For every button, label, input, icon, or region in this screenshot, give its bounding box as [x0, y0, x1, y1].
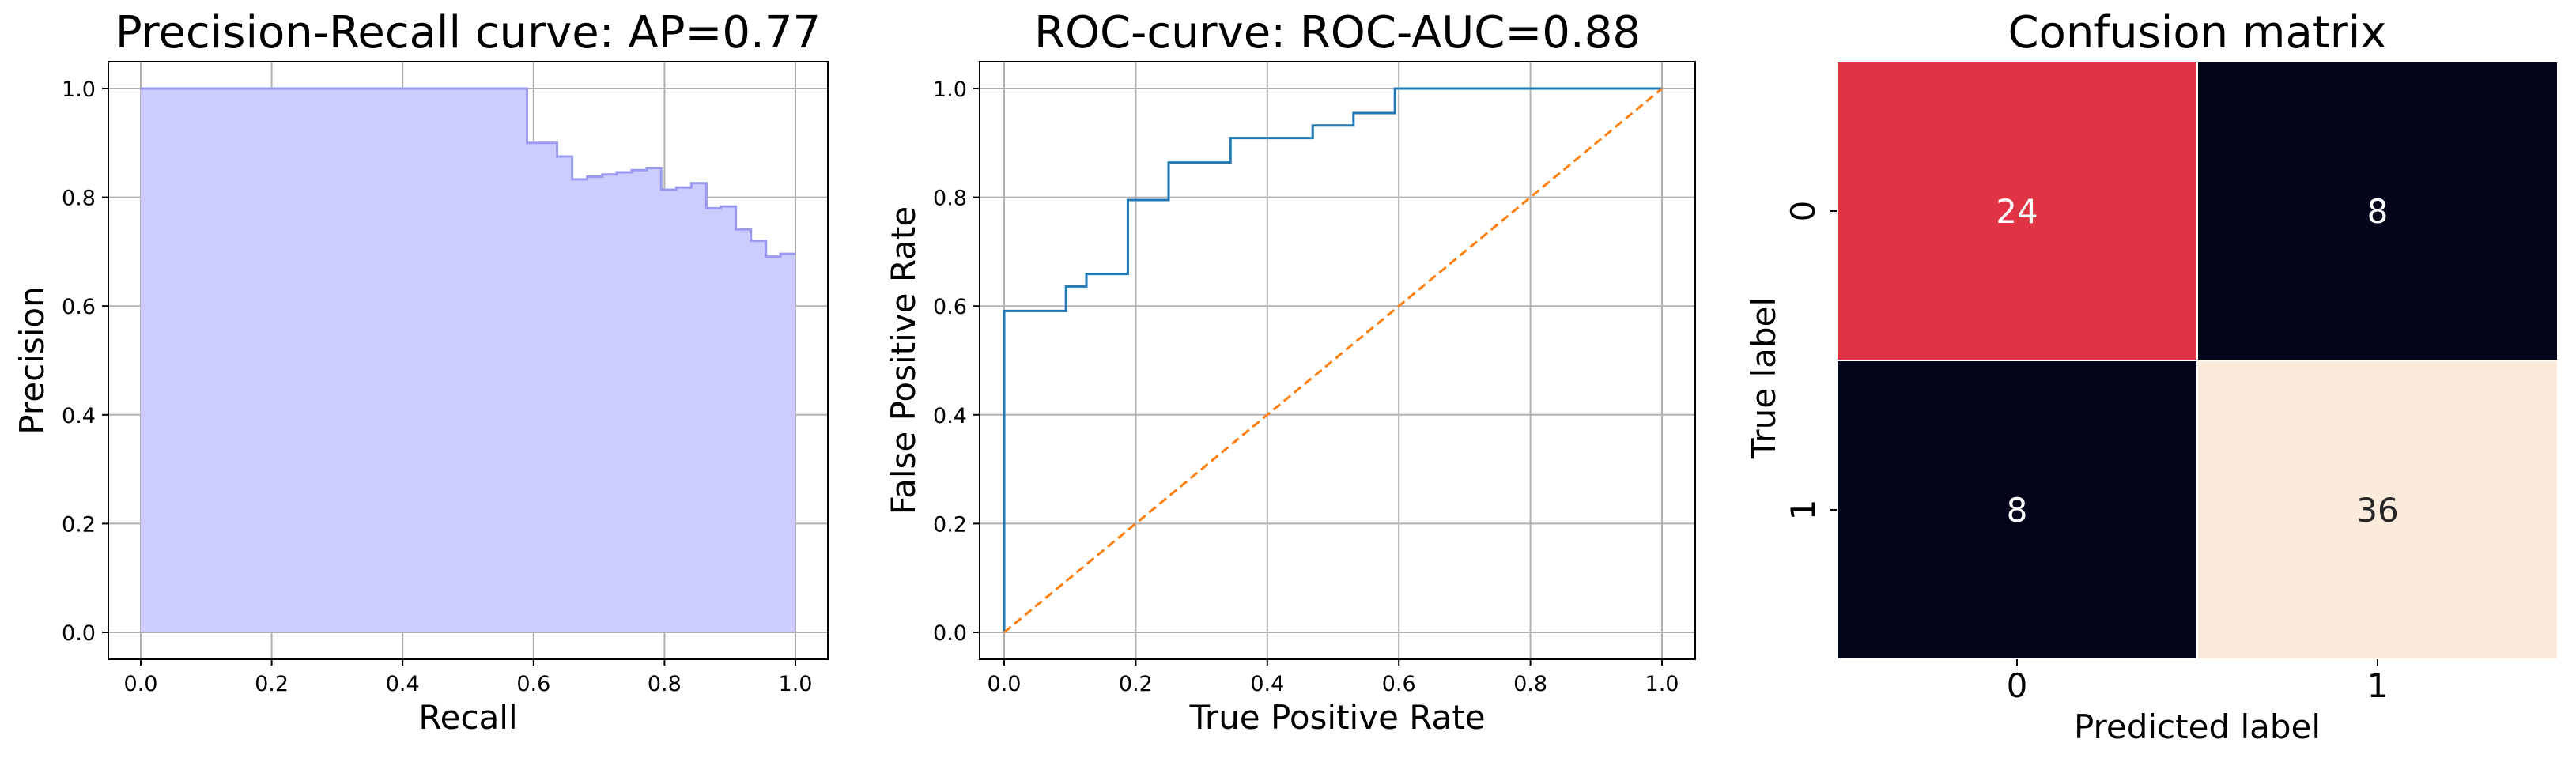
cm-cell-value: 36 [2356, 491, 2398, 530]
precision-recall-panel: 0.0 0.2 0.4 0.6 0.8 1.0 0.0 0.2 0.4 0.6 0.8 1.0 Pr… [13, 7, 829, 737]
pr-x-ticks: 0.0 0.2 0.4 0.6 0.8 1.0 [124, 659, 813, 696]
cm-x-tick-label: 0 [2007, 666, 2028, 705]
roc-x-tick-label: 0.0 [988, 672, 1022, 696]
roc-y-tick-label: 0.2 [933, 512, 967, 537]
cm-y-axis-label: True label [1744, 297, 1783, 459]
pr-y-tick-label: 1.0 [62, 77, 96, 102]
pr-y-ticks: 0.0 0.2 0.4 0.6 0.8 1.0 [62, 77, 108, 646]
roc-y-tick-label: 0.6 [933, 295, 967, 319]
cm-cell-value: 24 [1996, 192, 2038, 231]
pr-y-axis-label: Precision [13, 286, 51, 434]
cm-x-axis-label: Predicted label [2074, 707, 2321, 746]
roc-x-tick-label: 1.0 [1645, 672, 1679, 696]
roc-gridlines [980, 62, 1695, 659]
roc-curve-line [1003, 87, 1662, 632]
roc-y-ticks: 0.0 0.2 0.4 0.6 0.8 1.0 [933, 77, 980, 646]
pr-y-tick-label: 0.4 [62, 404, 96, 428]
pr-y-tick-label: 0.0 [62, 621, 96, 646]
cm-y-tick-label: 0 [1784, 201, 1822, 222]
roc-x-tick-label: 0.6 [1382, 672, 1416, 696]
roc-x-tick-label: 0.2 [1119, 672, 1153, 696]
cm-cell-value: 8 [2367, 192, 2389, 231]
roc-x-tick-label: 0.4 [1250, 672, 1284, 696]
cm-cell-value: 8 [2007, 491, 2028, 530]
pr-title: Precision-Recall curve: AP=0.77 [115, 7, 821, 58]
pr-x-axis-label: Recall [418, 698, 517, 737]
pr-y-tick-label: 0.2 [62, 512, 96, 537]
pr-x-tick-label: 0.0 [124, 672, 158, 696]
roc-y-tick-label: 0.8 [933, 187, 967, 211]
roc-x-tick-label: 0.8 [1513, 672, 1547, 696]
cm-cell [2196, 61, 2559, 361]
pr-x-tick-label: 1.0 [779, 672, 813, 696]
roc-x-ticks: 0.0 0.2 0.4 0.6 0.8 1.0 [988, 659, 1679, 696]
pr-y-tick-label: 0.6 [62, 295, 96, 319]
cm-y-ticks: 01 [1784, 201, 1837, 521]
pr-x-tick-label: 0.8 [648, 672, 682, 696]
roc-y-tick-label: 1.0 [933, 77, 967, 102]
roc-y-tick-label: 0.4 [933, 404, 967, 428]
cm-x-tick-label: 1 [2367, 666, 2389, 705]
pr-y-tick-label: 0.8 [62, 187, 96, 211]
pr-x-tick-label: 0.4 [386, 672, 420, 696]
roc-y-axis-label: False Positive Rate [884, 206, 923, 515]
cm-title: Confusion matrix [2008, 7, 2387, 58]
cm-cell [1836, 61, 2198, 361]
cm-y-tick-label: 1 [1784, 500, 1822, 521]
pr-step-line [141, 87, 795, 258]
pr-area-fill [141, 89, 795, 632]
roc-y-tick-label: 0.0 [933, 621, 967, 646]
cm-cell [1836, 360, 2198, 660]
cm-cells: 24 8 8 36 [1836, 61, 2559, 660]
pr-x-tick-label: 0.2 [255, 672, 289, 696]
roc-panel: 0.0 0.2 0.4 0.6 0.8 1.0 0.0 0.2 0.4 0.6 0.8 1.0 RO… [884, 7, 1696, 737]
pr-x-tick-label: 0.6 [516, 672, 550, 696]
roc-x-axis-label: True Positive Rate [1188, 698, 1485, 737]
roc-axes-frame [979, 61, 1696, 660]
pr-axes-frame [108, 61, 829, 660]
roc-title: ROC-curve: ROC-AUC=0.88 [1034, 7, 1641, 58]
cm-cell [2196, 360, 2559, 660]
roc-chance-diagonal-line [1003, 87, 1663, 634]
